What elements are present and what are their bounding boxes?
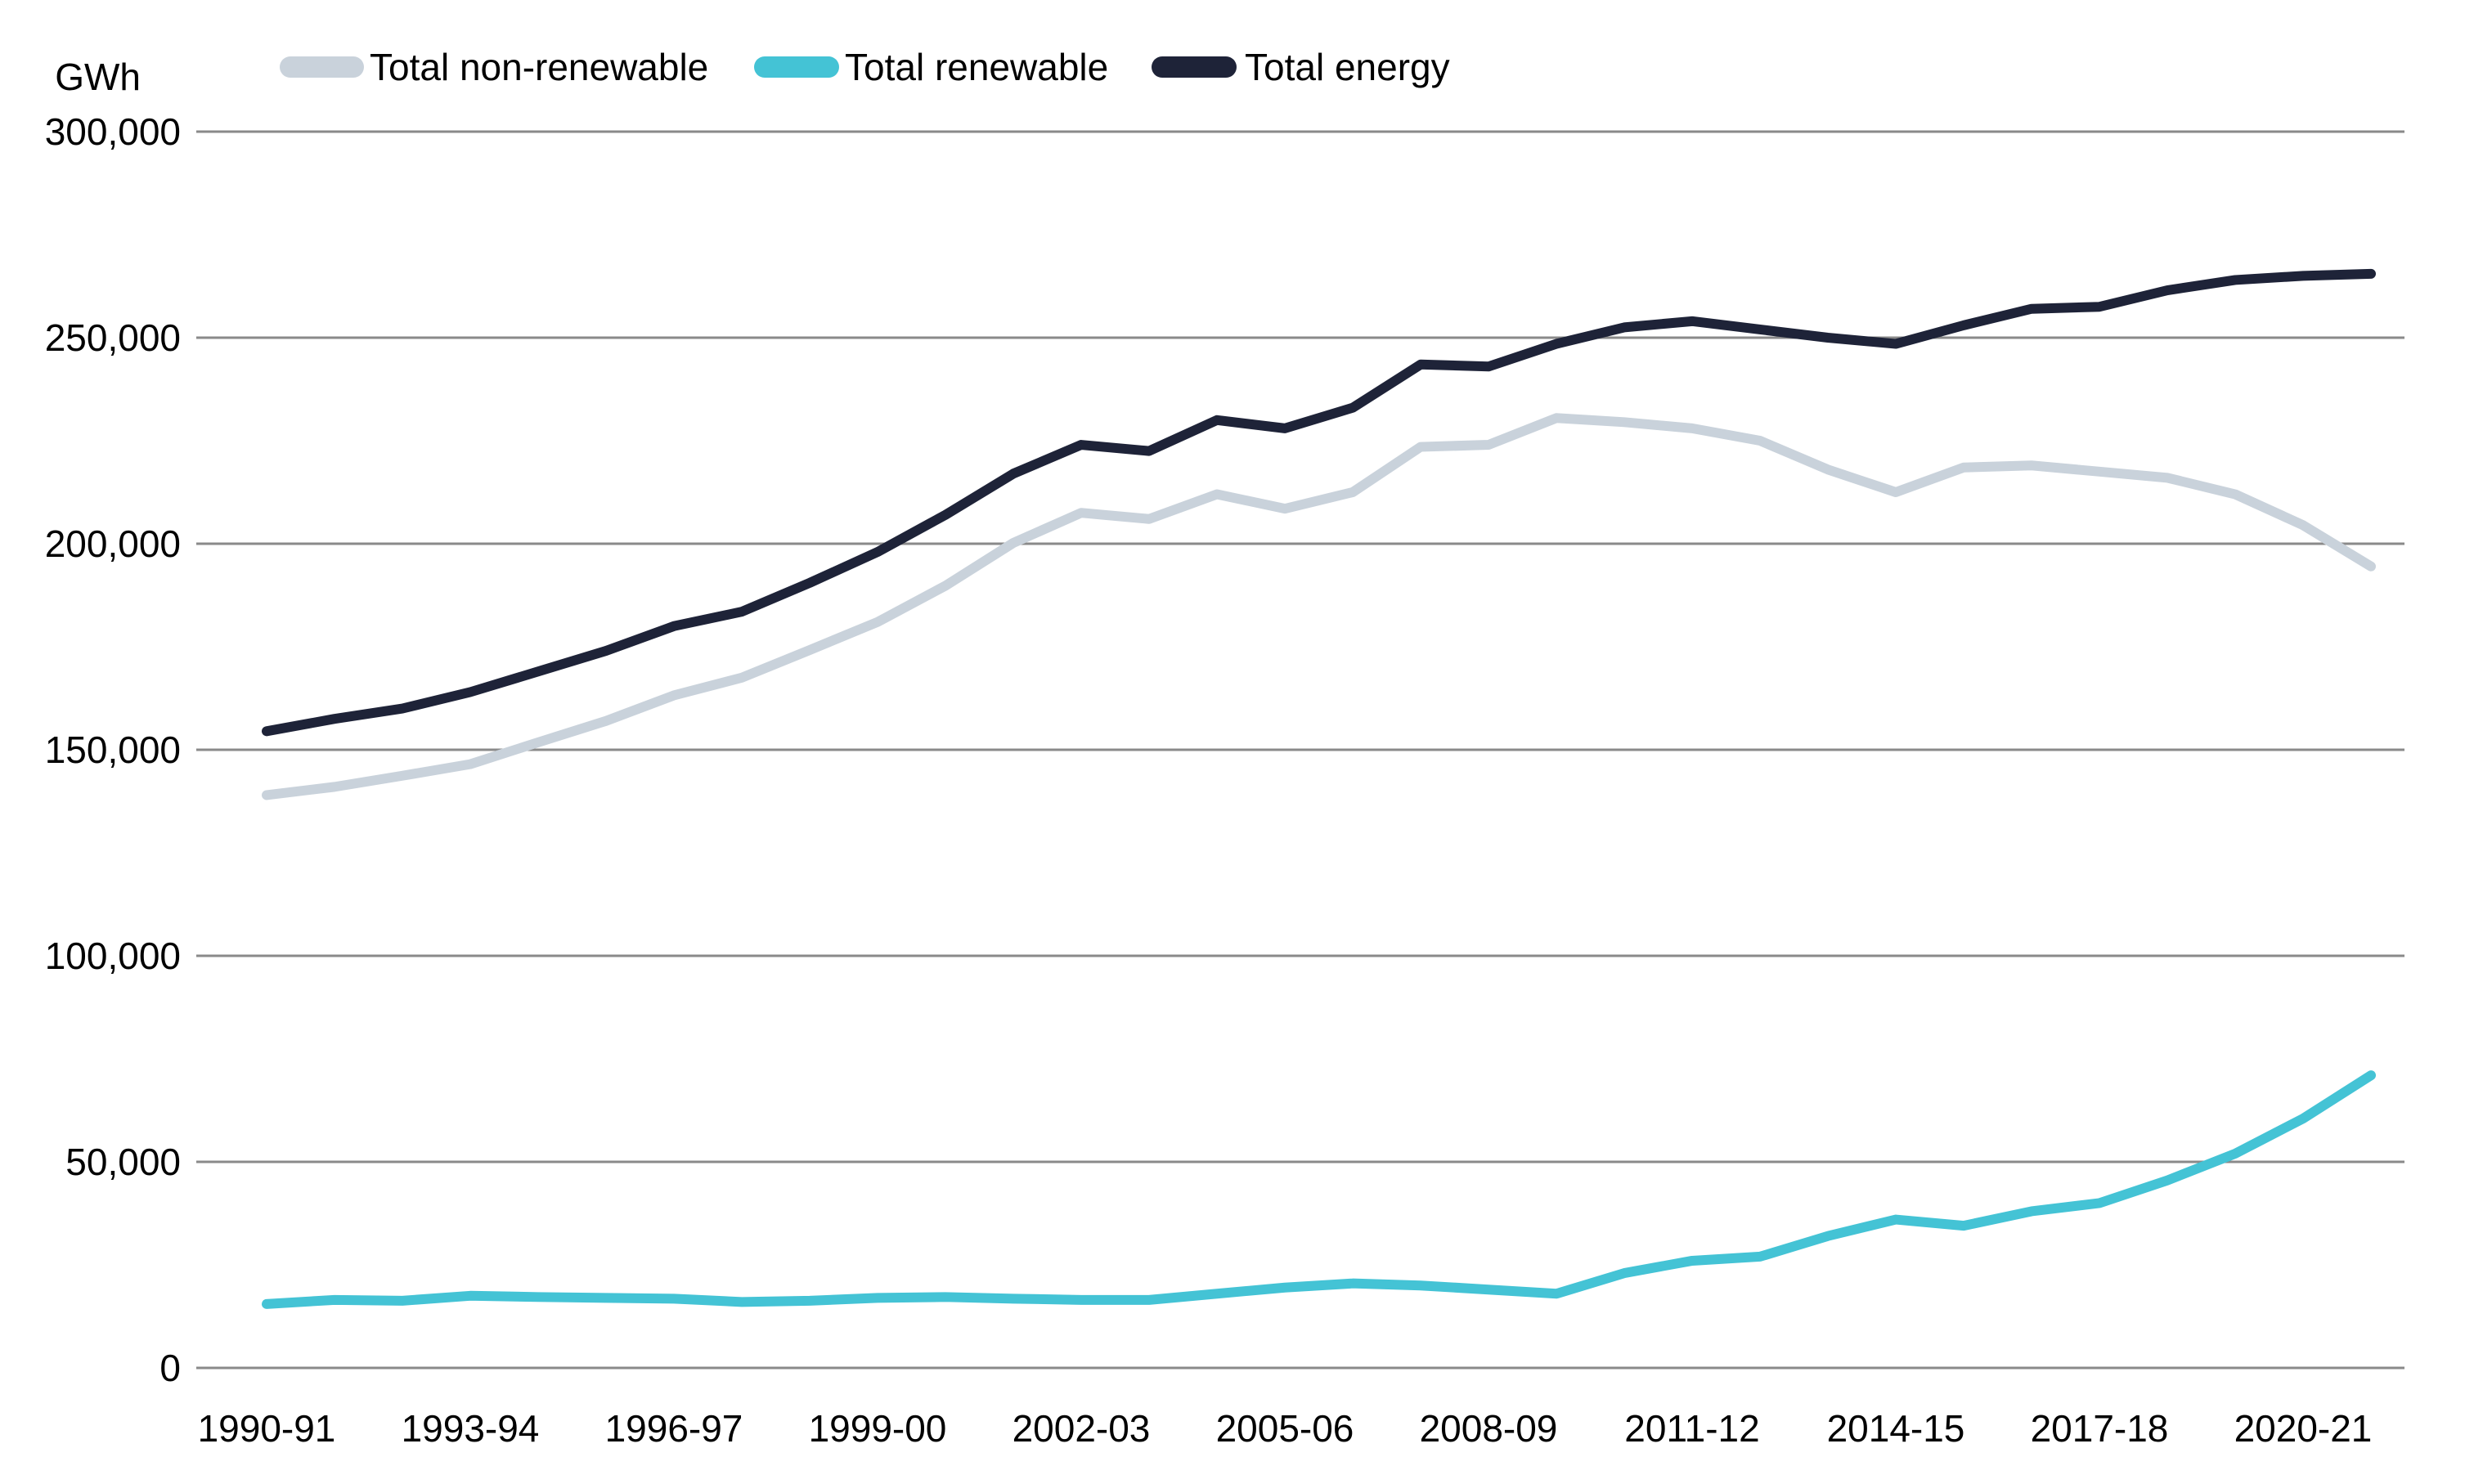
x-axis-tick-label: 2005-06 [1216,1407,1354,1450]
y-axis-tick-label: 50,000 [65,1141,181,1183]
x-axis-tick-label: 2017-18 [2031,1407,2169,1450]
legend-label-total-energy: Total energy [1245,46,1450,88]
x-axis-tick-label: 2011-12 [1624,1407,1759,1450]
y-axis-tick-label: 300,000 [45,110,181,153]
x-axis-tick-label: 1993-94 [402,1407,540,1450]
series-line-total-non-renewable [262,413,2376,800]
x-axis-tick-labels: 1990-91 1993-94 1996-97 1999-00 2002-03 2005-… [198,1407,2373,1450]
legend: Total non-renewable Total renewable Tota… [280,46,1450,88]
legend-label-total-non-renewable: Total non-renewable [370,46,708,88]
x-axis-tick-label: 1999-00 [809,1407,947,1450]
y-axis-tick-label: 200,000 [45,522,181,565]
x-axis-tick-label: 2002-03 [1012,1407,1151,1450]
series-lines [262,268,2376,1309]
y-axis-unit-label: GWh [55,56,141,98]
x-axis-tick-label: 1990-91 [198,1407,336,1450]
series-line-total-energy [262,268,2376,737]
x-axis-tick-label: 2020-21 [2234,1407,2373,1450]
y-axis-tick-label: 0 [159,1347,181,1389]
y-axis-tick-label: 100,000 [45,935,181,977]
gridlines [196,130,2404,1370]
y-axis-tick-label: 250,000 [45,316,181,359]
y-axis-tick-labels: 0 50,000 100,000 150,000 200,000 250,000 300,0… [45,110,181,1389]
x-axis-tick-label: 2008-09 [1420,1407,1558,1450]
series-line-total-renewable [262,1070,2376,1309]
legend-label-total-renewable: Total renewable [845,46,1108,88]
x-axis-tick-label: 1996-97 [605,1407,743,1450]
y-axis-tick-label: 150,000 [45,729,181,771]
x-axis-tick-label: 2014-15 [1827,1407,1965,1450]
